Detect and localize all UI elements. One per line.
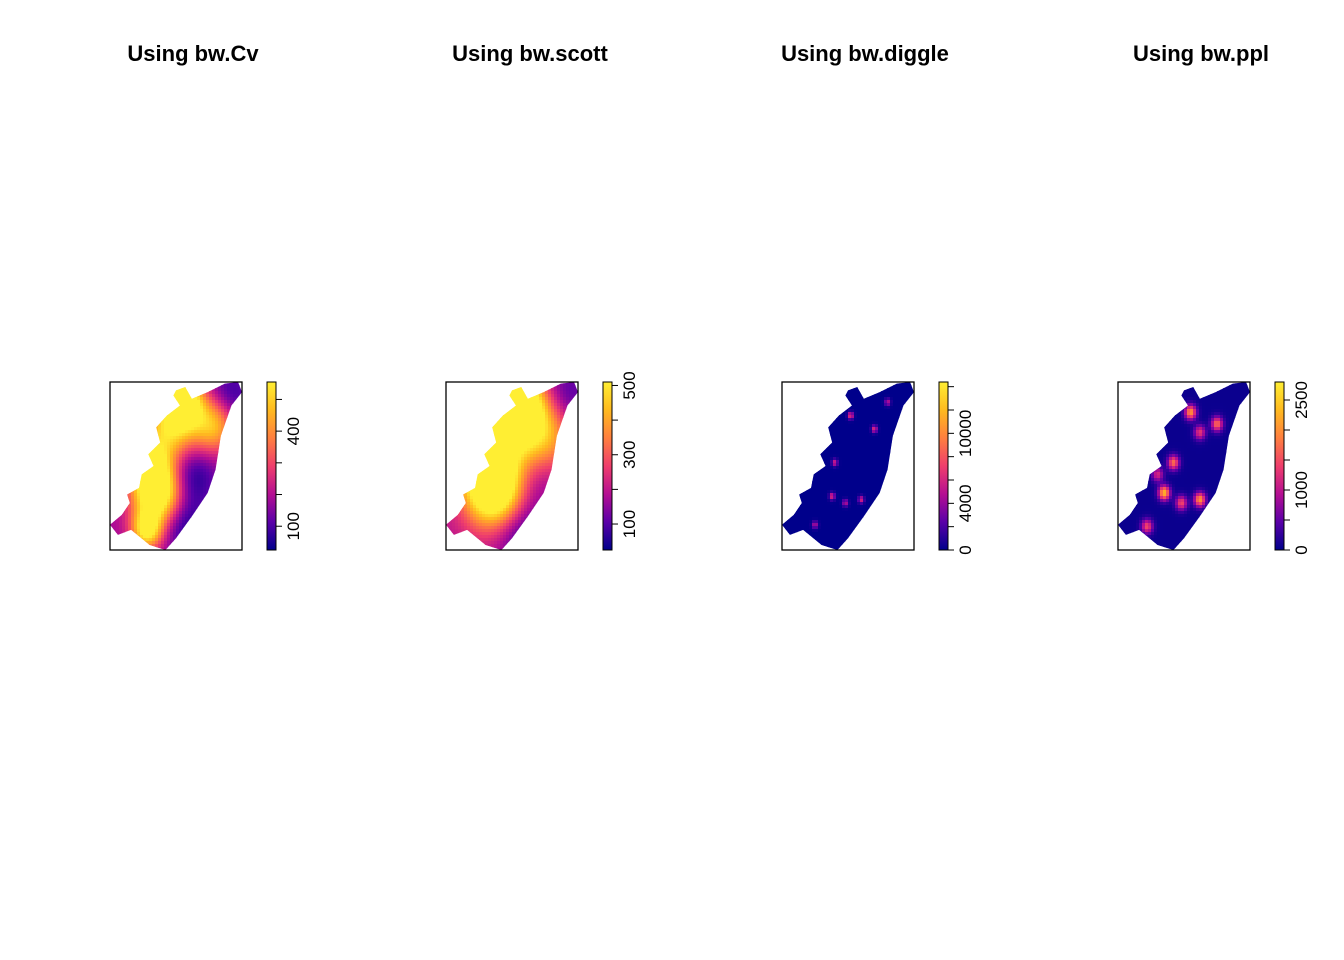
- panel-bw-cv: Using bw.Cv 100 400: [109, 41, 303, 551]
- plot-frame: [781, 381, 915, 551]
- ribbon-tick-label: 300: [620, 441, 639, 469]
- plot-frame: [445, 381, 579, 551]
- ribbon-tick-label: 0: [956, 545, 975, 554]
- panel-bw-ppl: Using bw.ppl 0 1000 2500: [1117, 41, 1311, 555]
- panel-bw-diggle: Using bw.diggle 0 4000 10000: [781, 41, 975, 555]
- ribbon-tick-label: 1000: [1292, 471, 1311, 509]
- colour-ribbon: [602, 381, 613, 551]
- panel-title: Using bw.scott: [452, 41, 608, 66]
- intensity-image: [446, 382, 578, 550]
- ribbon-tick-label: 500: [620, 371, 639, 399]
- ribbon-tick-label: 400: [284, 417, 303, 445]
- ribbon-tick-label: 0: [1292, 545, 1311, 554]
- ribbon-tick-label: 100: [284, 512, 303, 540]
- colour-ribbon: [266, 381, 277, 551]
- ribbon-tick-label: 2500: [1292, 381, 1311, 419]
- plot-frame: [109, 381, 243, 551]
- intensity-image: [1118, 382, 1250, 550]
- plot-frame: [1117, 381, 1251, 551]
- panel-bw-scott: Using bw.scott 100 300 500: [445, 41, 639, 551]
- panel-title: Using bw.diggle: [781, 41, 949, 66]
- panel-title: Using bw.Cv: [127, 41, 259, 66]
- panel-title: Using bw.ppl: [1133, 41, 1269, 66]
- intensity-image: [782, 382, 914, 550]
- colour-ribbon: [938, 381, 949, 551]
- colour-ribbon: [1274, 381, 1285, 551]
- intensity-image: [110, 382, 242, 550]
- ribbon-tick-label: 4000: [956, 484, 975, 522]
- ribbon-tick-label: 100: [620, 510, 639, 538]
- ribbon-tick-label: 10000: [956, 410, 975, 457]
